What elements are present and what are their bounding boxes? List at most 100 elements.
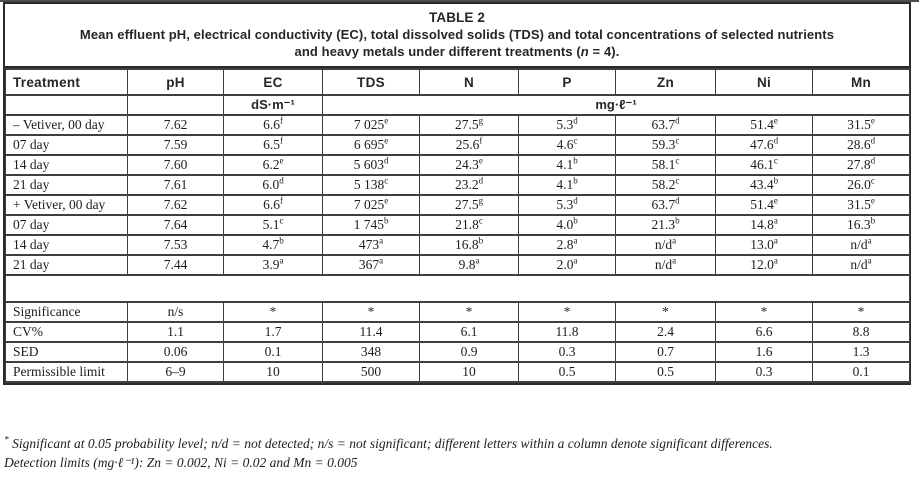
significance-letter: c: [675, 135, 680, 146]
table-title-block: TABLE 2 Mean effluent pH, electrical con…: [5, 4, 909, 68]
data-table: Treatment pH EC TDS N P Zn Ni Mn dS·m⁻¹ mg·ℓ⁻¹ –…: [5, 68, 910, 383]
footnote-line2: Detection limits (mg·ℓ⁻¹): Zn = 0.002, N…: [4, 455, 358, 470]
value-cell: 63.7d: [615, 194, 716, 216]
value-cell: 9.8a: [419, 254, 519, 276]
stats-label: CV%: [5, 321, 128, 343]
significance-letter: a: [773, 255, 778, 266]
stats-value-cell: *: [518, 301, 616, 323]
header-row: Treatment pH EC TDS N P Zn Ni Mn: [5, 68, 910, 96]
value-cell: 26.0c: [812, 174, 910, 196]
stats-value-cell: *: [615, 301, 716, 323]
value-cell: 4.7b: [223, 234, 323, 256]
value-cell: 47.6d: [715, 134, 813, 156]
value-cell: 5 138c: [322, 174, 420, 196]
footnote-line1-text: Significant at 0.05 probability level; n…: [8, 436, 773, 451]
significance-letter: a: [573, 235, 578, 246]
value-cell: 6.6f: [223, 194, 323, 216]
significance-letter: e: [478, 155, 483, 166]
stats-value-cell: *: [812, 301, 910, 323]
value-cell: 51.4e: [715, 114, 813, 136]
treatment-label: 21 day: [5, 174, 128, 196]
value-cell: 4.6c: [518, 134, 616, 156]
value-cell: 12.0a: [715, 254, 813, 276]
value-cell: 367a: [322, 254, 420, 276]
value-cell: 6.0d: [223, 174, 323, 196]
treatment-row-8: 21 day 7.44 3.9a 367a 9.8a 2.0a n/da 12.0a n/da: [5, 254, 910, 276]
column-header-ni: Ni: [715, 68, 813, 96]
stats-value-cell: 10: [223, 361, 323, 383]
significance-letter: b: [573, 215, 578, 226]
units-cell-ec: dS·m⁻¹: [223, 94, 323, 116]
value-cell: 6.6f: [223, 114, 323, 136]
stats-value-cell: 0.5: [518, 361, 616, 383]
value-cell: 7.59: [127, 134, 224, 156]
value-cell: 7.64: [127, 214, 224, 236]
significance-letter: a: [279, 255, 284, 266]
significance-letter: d: [870, 135, 876, 146]
value-cell: 27.8d: [812, 154, 910, 176]
value-cell: 7.53: [127, 234, 224, 256]
value-cell: 27.5g: [419, 194, 519, 216]
column-header-ph: pH: [127, 68, 224, 96]
column-header-mn: Mn: [812, 68, 910, 96]
significance-letter: e: [384, 115, 389, 126]
caption-n-italic: n: [580, 44, 589, 59]
significance-letter: d: [573, 195, 578, 206]
value-cell: 63.7d: [615, 114, 716, 136]
value-cell: 5 603d: [322, 154, 420, 176]
value-cell: 21.3b: [615, 214, 716, 236]
value-cell: 23.2d: [419, 174, 519, 196]
treatment-label: 14 day: [5, 234, 128, 256]
value-cell: 31.5e: [812, 114, 910, 136]
stats-label: SED: [5, 341, 128, 363]
spacer-row: [5, 274, 910, 303]
stats-label: Significance: [5, 301, 128, 323]
value-cell: 7.60: [127, 154, 224, 176]
table-caption-line1: Mean effluent pH, electrical conductivit…: [79, 27, 835, 42]
value-cell: 21.8c: [419, 214, 519, 236]
value-cell: 5.3d: [518, 114, 616, 136]
footnote-marker: *: [4, 435, 9, 446]
value-cell: 4.1b: [518, 154, 616, 176]
value-cell: 4.0b: [518, 214, 616, 236]
significance-letter: c: [478, 215, 483, 226]
significance-letter: f: [279, 195, 283, 206]
footnote-line1: * Significant at 0.05 probability level;…: [4, 434, 914, 453]
value-cell: 58.1c: [615, 154, 716, 176]
stats-value-cell: 348: [322, 341, 420, 363]
units-cell-ph: [127, 94, 224, 116]
significance-letter: a: [573, 255, 578, 266]
stats-row-cv-: CV% 1.1 1.7 11.4 6.1 11.8 2.4 6.6 8.8: [5, 321, 910, 343]
value-cell: 7.44: [127, 254, 224, 276]
value-cell: 13.0a: [715, 234, 813, 256]
significance-letter: b: [773, 175, 779, 186]
significance-letter: g: [478, 195, 484, 206]
value-cell: 25.6f: [419, 134, 519, 156]
value-cell: n/da: [615, 234, 716, 256]
stats-value-cell: 6.6: [715, 321, 813, 343]
value-cell: n/da: [812, 254, 910, 276]
value-cell: 58.2c: [615, 174, 716, 196]
value-cell: 6.5f: [223, 134, 323, 156]
significance-letter: d: [773, 135, 779, 146]
column-header-ec: EC: [223, 68, 323, 96]
treatment-label: – Vetiver, 00 day: [5, 114, 128, 136]
stats-value-cell: 0.3: [715, 361, 813, 383]
treatment-row-1: – Vetiver, 00 day 7.62 6.6f 7 025e 27.5g 5.3d…: [5, 114, 910, 136]
significance-letter: c: [675, 175, 680, 186]
stats-value-cell: 1.3: [812, 341, 910, 363]
value-cell: 2.8a: [518, 234, 616, 256]
value-cell: n/da: [615, 254, 716, 276]
value-cell: 59.3c: [615, 134, 716, 156]
significance-letter: b: [383, 215, 389, 226]
significance-letter: b: [675, 215, 680, 226]
value-cell: 2.0a: [518, 254, 616, 276]
stats-value-cell: 0.3: [518, 341, 616, 363]
value-cell: 46.1c: [715, 154, 813, 176]
spacer-cell: [5, 274, 910, 303]
stats-value-cell: 0.5: [615, 361, 716, 383]
significance-letter: a: [379, 255, 384, 266]
value-cell: 16.8b: [419, 234, 519, 256]
significance-letter: d: [279, 175, 284, 186]
